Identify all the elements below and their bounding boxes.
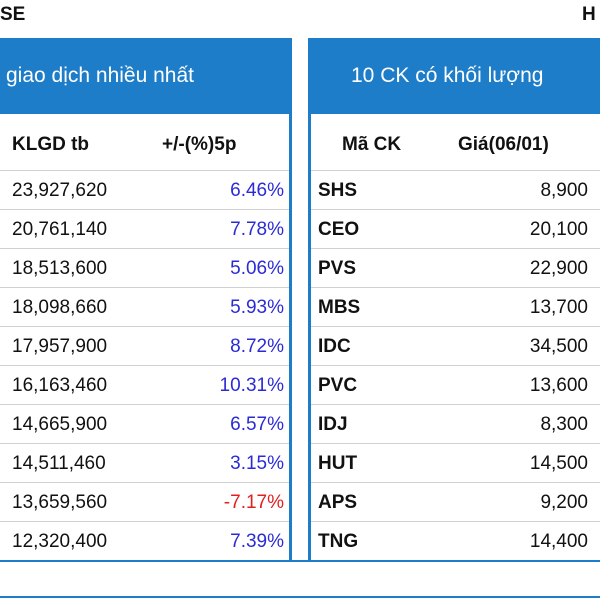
table-row: 18,098,660 5.93% MBS 13,700	[0, 288, 600, 327]
col-header-change: +/-(%)5p	[162, 134, 237, 155]
change-cell: 10.31%	[219, 375, 284, 396]
left-panel-title: giao dịch nhiều nhất	[6, 64, 194, 87]
row-separator	[0, 287, 289, 288]
stock-code-cell: APS	[318, 492, 358, 513]
row-separator	[311, 404, 600, 405]
volume-cell: 13,659,560	[12, 492, 108, 513]
change-cell: 7.39%	[230, 531, 284, 552]
row-separator	[0, 209, 289, 210]
stock-code-cell: PVC	[318, 375, 358, 396]
change-cell: 5.93%	[230, 297, 284, 318]
volume-cell: 18,098,660	[12, 297, 108, 318]
change-cell: -7.17%	[223, 492, 284, 513]
col-header-volume: KLGD tb	[12, 134, 90, 155]
right-panel-header: 10 CK có khối lượng	[311, 38, 600, 114]
exchange-label-right: H	[582, 4, 596, 25]
row-separator	[311, 482, 600, 483]
volume-cell: 14,511,460	[12, 453, 106, 474]
stock-code-cell: IDC	[318, 336, 351, 357]
row-separator	[311, 365, 600, 366]
volume-cell: 17,957,900	[12, 336, 108, 357]
price-cell: 14,500	[529, 453, 588, 474]
row-separator	[0, 248, 289, 249]
panel-divider	[289, 38, 311, 560]
header-separator-left	[0, 170, 289, 171]
price-cell: 22,900	[529, 258, 588, 279]
volume-cell: 20,761,140	[12, 219, 108, 240]
stock-code-cell: HUT	[318, 453, 358, 474]
right-panel-title: 10 CK có khối lượng	[351, 64, 544, 87]
row-separator	[311, 287, 600, 288]
stock-code-cell: PVS	[318, 258, 357, 279]
price-cell: 9,200	[540, 492, 588, 513]
row-separator	[311, 209, 600, 210]
table-row: 20,761,140 7.78% CEO 20,100	[0, 210, 600, 249]
col-header-price: Giá(06/01)	[458, 134, 549, 155]
stock-code-cell: SHS	[318, 180, 358, 201]
header-separator-right	[311, 170, 600, 171]
table-row: 14,511,460 3.15% HUT 14,500	[0, 444, 600, 483]
row-separator	[311, 443, 600, 444]
table-row: 23,927,620 6.46% SHS 8,900	[0, 171, 600, 210]
price-cell: 14,400	[529, 531, 588, 552]
left-panel-header: giao dịch nhiều nhất	[0, 38, 289, 114]
stock-code-cell: CEO	[318, 219, 360, 240]
col-header-code: Mã CK	[342, 134, 402, 155]
row-separator	[311, 248, 600, 249]
exchange-label-left: SE	[0, 4, 26, 25]
footer-border	[0, 596, 600, 598]
row-separator	[0, 326, 289, 327]
stock-code-cell: TNG	[318, 531, 359, 552]
row-separator	[0, 404, 289, 405]
change-cell: 6.46%	[230, 180, 284, 201]
row-separator	[0, 443, 289, 444]
table-row: 13,659,560 -7.17% APS 9,200	[0, 483, 600, 522]
price-cell: 8,300	[540, 414, 588, 435]
row-separator	[0, 521, 289, 522]
table-bottom-border	[0, 560, 600, 562]
row-separator	[311, 326, 600, 327]
table-row: 16,163,460 10.31% PVC 13,600	[0, 366, 600, 405]
price-cell: 20,100	[529, 219, 588, 240]
price-cell: 13,600	[529, 375, 588, 396]
stock-code-cell: IDJ	[318, 414, 348, 435]
change-cell: 8.72%	[230, 336, 284, 357]
volume-cell: 14,665,900	[12, 414, 108, 435]
change-cell: 5.06%	[230, 258, 284, 279]
row-separator	[0, 365, 289, 366]
volume-cell: 16,163,460	[12, 375, 108, 396]
table-row: 12,320,400 7.39% TNG 14,400	[0, 522, 600, 561]
volume-cell: 23,927,620	[12, 180, 108, 201]
stock-code-cell: MBS	[318, 297, 361, 318]
table-row: 18,513,600 5.06% PVS 22,900	[0, 249, 600, 288]
volume-cell: 18,513,600	[12, 258, 108, 279]
change-cell: 3.15%	[230, 453, 284, 474]
change-cell: 6.57%	[230, 414, 284, 435]
row-separator	[311, 521, 600, 522]
price-cell: 8,900	[540, 180, 588, 201]
table-row: 17,957,900 8.72% IDC 34,500	[0, 327, 600, 366]
table-row: 14,665,900 6.57% IDJ 8,300	[0, 405, 600, 444]
row-separator	[0, 482, 289, 483]
price-cell: 13,700	[529, 297, 588, 318]
price-cell: 34,500	[529, 336, 588, 357]
change-cell: 7.78%	[230, 219, 284, 240]
volume-cell: 12,320,400	[12, 531, 108, 552]
